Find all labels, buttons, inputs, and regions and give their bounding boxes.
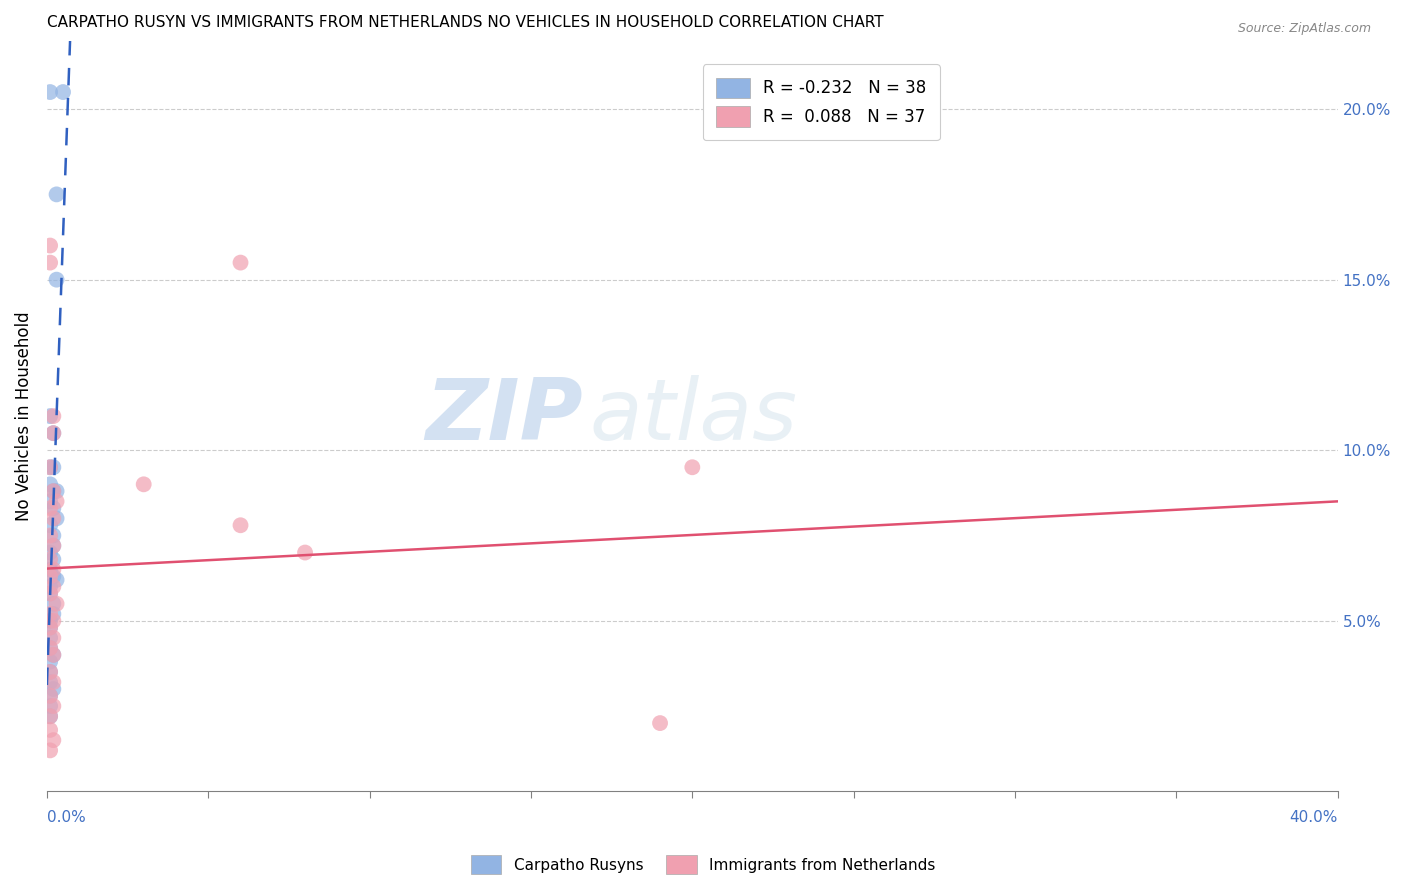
Point xyxy=(648,716,671,731)
Text: Source: ZipAtlas.com: Source: ZipAtlas.com xyxy=(1237,22,1371,36)
Point xyxy=(45,511,67,525)
Point xyxy=(39,409,62,423)
Text: atlas: atlas xyxy=(589,375,797,458)
Point xyxy=(39,709,62,723)
Point xyxy=(42,539,65,553)
Point xyxy=(39,460,62,475)
Point xyxy=(42,580,65,594)
Point xyxy=(42,409,65,423)
Point xyxy=(42,607,65,621)
Text: ZIP: ZIP xyxy=(425,375,582,458)
Point xyxy=(42,681,65,696)
Point xyxy=(39,528,62,542)
Point xyxy=(39,614,62,628)
Point xyxy=(39,723,62,737)
Point xyxy=(681,460,703,475)
Point xyxy=(132,477,155,491)
Point xyxy=(42,569,65,583)
Point xyxy=(42,501,65,516)
Point xyxy=(42,460,65,475)
Point xyxy=(39,621,62,635)
Text: 0.0%: 0.0% xyxy=(46,810,86,825)
Point xyxy=(39,607,62,621)
Point xyxy=(39,689,62,703)
Point xyxy=(39,665,62,679)
Point xyxy=(45,484,67,499)
Legend: R = -0.232   N = 38, R =  0.088   N = 37: R = -0.232 N = 38, R = 0.088 N = 37 xyxy=(703,64,939,140)
Point xyxy=(39,665,62,679)
Point xyxy=(39,85,62,99)
Point xyxy=(42,426,65,441)
Point xyxy=(39,580,62,594)
Point xyxy=(42,614,65,628)
Point xyxy=(39,586,62,600)
Point xyxy=(39,641,62,656)
Point xyxy=(39,494,62,508)
Point xyxy=(39,709,62,723)
Point xyxy=(39,518,62,533)
Point xyxy=(39,675,62,690)
Point xyxy=(229,518,252,533)
Point xyxy=(39,641,62,656)
Point xyxy=(39,477,62,491)
Point xyxy=(42,631,65,645)
Point xyxy=(45,187,67,202)
Text: CARPATHO RUSYN VS IMMIGRANTS FROM NETHERLANDS NO VEHICLES IN HOUSEHOLD CORRELATI: CARPATHO RUSYN VS IMMIGRANTS FROM NETHER… xyxy=(46,15,883,30)
Point xyxy=(52,85,75,99)
Point xyxy=(42,648,65,662)
Point xyxy=(45,573,67,587)
Point xyxy=(45,273,67,287)
Point xyxy=(39,699,62,714)
Point xyxy=(229,255,252,269)
Point xyxy=(42,699,65,714)
Point xyxy=(39,743,62,757)
Point xyxy=(42,648,65,662)
Point xyxy=(42,484,65,499)
Point xyxy=(39,563,62,577)
Text: 40.0%: 40.0% xyxy=(1289,810,1337,825)
Point xyxy=(39,569,62,583)
Point xyxy=(39,586,62,600)
Point xyxy=(42,511,65,525)
Point xyxy=(42,733,65,747)
Y-axis label: No Vehicles in Household: No Vehicles in Household xyxy=(15,311,32,521)
Point xyxy=(39,631,62,645)
Point xyxy=(42,597,65,611)
Point xyxy=(42,484,65,499)
Point xyxy=(45,597,67,611)
Point xyxy=(39,655,62,669)
Point xyxy=(39,552,62,566)
Point xyxy=(42,539,65,553)
Legend: Carpatho Rusyns, Immigrants from Netherlands: Carpatho Rusyns, Immigrants from Netherl… xyxy=(464,849,942,880)
Point xyxy=(294,545,316,559)
Point xyxy=(45,494,67,508)
Point xyxy=(42,552,65,566)
Point xyxy=(39,621,62,635)
Point xyxy=(39,501,62,516)
Point xyxy=(42,426,65,441)
Point xyxy=(42,675,65,690)
Point xyxy=(42,528,65,542)
Point xyxy=(42,563,65,577)
Point xyxy=(39,460,62,475)
Point xyxy=(39,255,62,269)
Point xyxy=(39,545,62,559)
Point xyxy=(39,238,62,252)
Point xyxy=(39,689,62,703)
